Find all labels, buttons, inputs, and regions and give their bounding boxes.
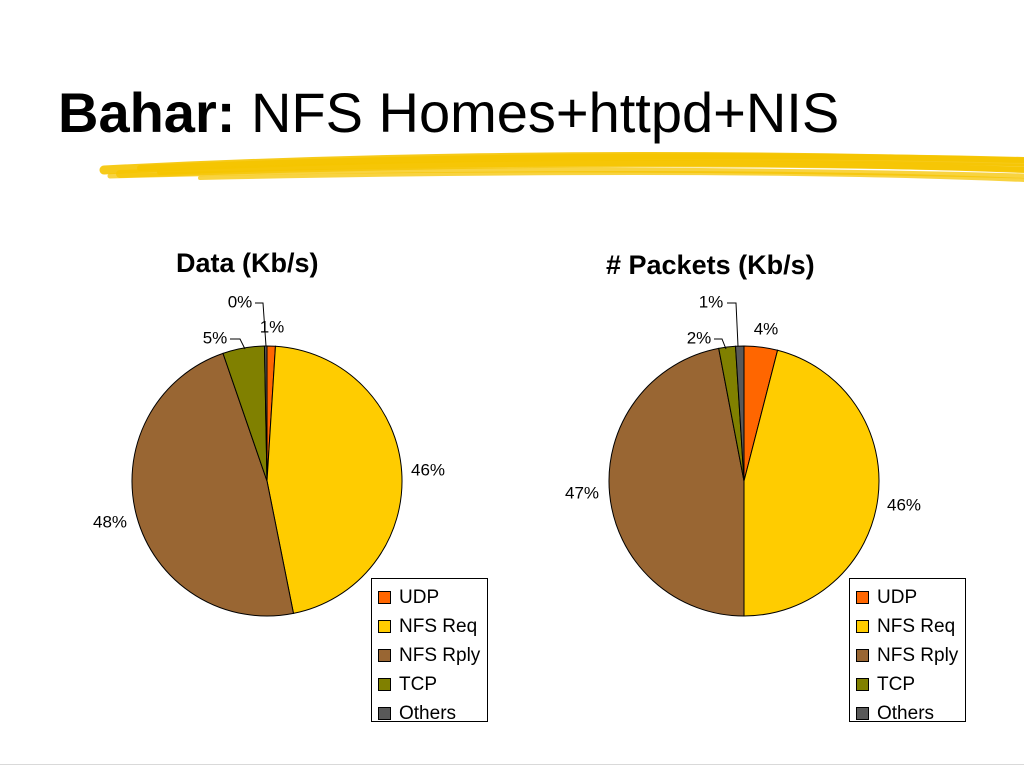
pie-slice-nfs-req: [743, 349, 880, 617]
legend-label: TCP: [399, 673, 437, 695]
legend-swatch: [856, 591, 869, 604]
legend-item-tcp: TCP: [378, 670, 481, 699]
legend-label: NFS Req: [399, 615, 478, 637]
data-label-nfs-req: 46%: [887, 495, 921, 514]
legend-item-tcp: TCP: [856, 670, 959, 699]
label-leader-line: [230, 338, 246, 350]
legend-label: Others: [877, 702, 935, 724]
data-label-nfs-rply: 47%: [565, 483, 599, 502]
label-leader-line: [714, 338, 727, 350]
legend-label: TCP: [877, 673, 915, 695]
brush-stroke: [157, 160, 1024, 175]
brush-stroke: [137, 153, 1024, 171]
chart-title-data: Data (Kb/s): [176, 248, 319, 278]
data-label-nfs-req: 46%: [411, 460, 445, 479]
brush-stroke: [107, 167, 1024, 179]
legend-swatch: [856, 620, 869, 633]
data-label-tcp: 5%: [203, 328, 228, 347]
legend-swatch: [856, 649, 869, 662]
legend-packets: UDP NFS Req NFS Rply TCP Others: [849, 578, 966, 724]
legend-label: Others: [399, 702, 457, 724]
legend-swatch: [378, 707, 391, 720]
footer-divider: [0, 764, 1024, 765]
legend-swatch: [378, 649, 391, 662]
legend-label: NFS Req: [877, 615, 956, 637]
legend-label: UDP: [877, 586, 918, 608]
pie-slice-nfs-rply: [608, 347, 745, 617]
legend-label: NFS Rply: [877, 644, 959, 666]
slide-title-rest: NFS Homes+httpd+NIS: [250, 81, 840, 144]
slide-title-bold: Bahar:: [58, 81, 236, 144]
legend-swatch: [378, 591, 391, 604]
data-label-tcp: 2%: [687, 328, 712, 347]
chart-title-packets: # Packets (Kb/s): [606, 250, 815, 280]
pie-slice-nfs-req: [266, 345, 403, 614]
legend-label: UDP: [399, 586, 440, 608]
legend-swatch: [856, 678, 869, 691]
legend-item-nfs-rply: NFS Rply: [378, 641, 481, 670]
legend-item-nfs-req: NFS Req: [856, 612, 959, 641]
data-label-others: 1%: [699, 292, 724, 311]
title-highlight-stroke: [99, 152, 1024, 182]
legend-item-nfs-rply: NFS Rply: [856, 641, 959, 670]
data-label-udp: 4%: [754, 319, 779, 338]
legend-item-others: Others: [856, 699, 959, 728]
legend-swatch: [378, 620, 391, 633]
legend-item-nfs-req: NFS Req: [378, 612, 481, 641]
data-label-others: 0%: [228, 292, 253, 311]
legend-data: UDP NFS Req NFS Rply TCP Others: [371, 578, 488, 724]
legend-item-udp: UDP: [378, 583, 481, 612]
label-leader-line: [255, 302, 267, 347]
legend-label: NFS Rply: [399, 644, 481, 666]
data-label-udp: 1%: [260, 317, 285, 336]
label-leader-line: [727, 302, 739, 347]
legend-item-udp: UDP: [856, 583, 959, 612]
legend-swatch: [856, 707, 869, 720]
pie-slice-nfs-rply: [131, 352, 295, 617]
legend-item-others: Others: [378, 699, 481, 728]
slide-title: Bahar: NFS Homes+httpd+NIS: [58, 78, 839, 148]
pie-slice-others: [734, 345, 745, 482]
legend-swatch: [378, 678, 391, 691]
data-label-nfs-rply: 48%: [93, 512, 127, 531]
brush-stroke: [198, 171, 1024, 182]
